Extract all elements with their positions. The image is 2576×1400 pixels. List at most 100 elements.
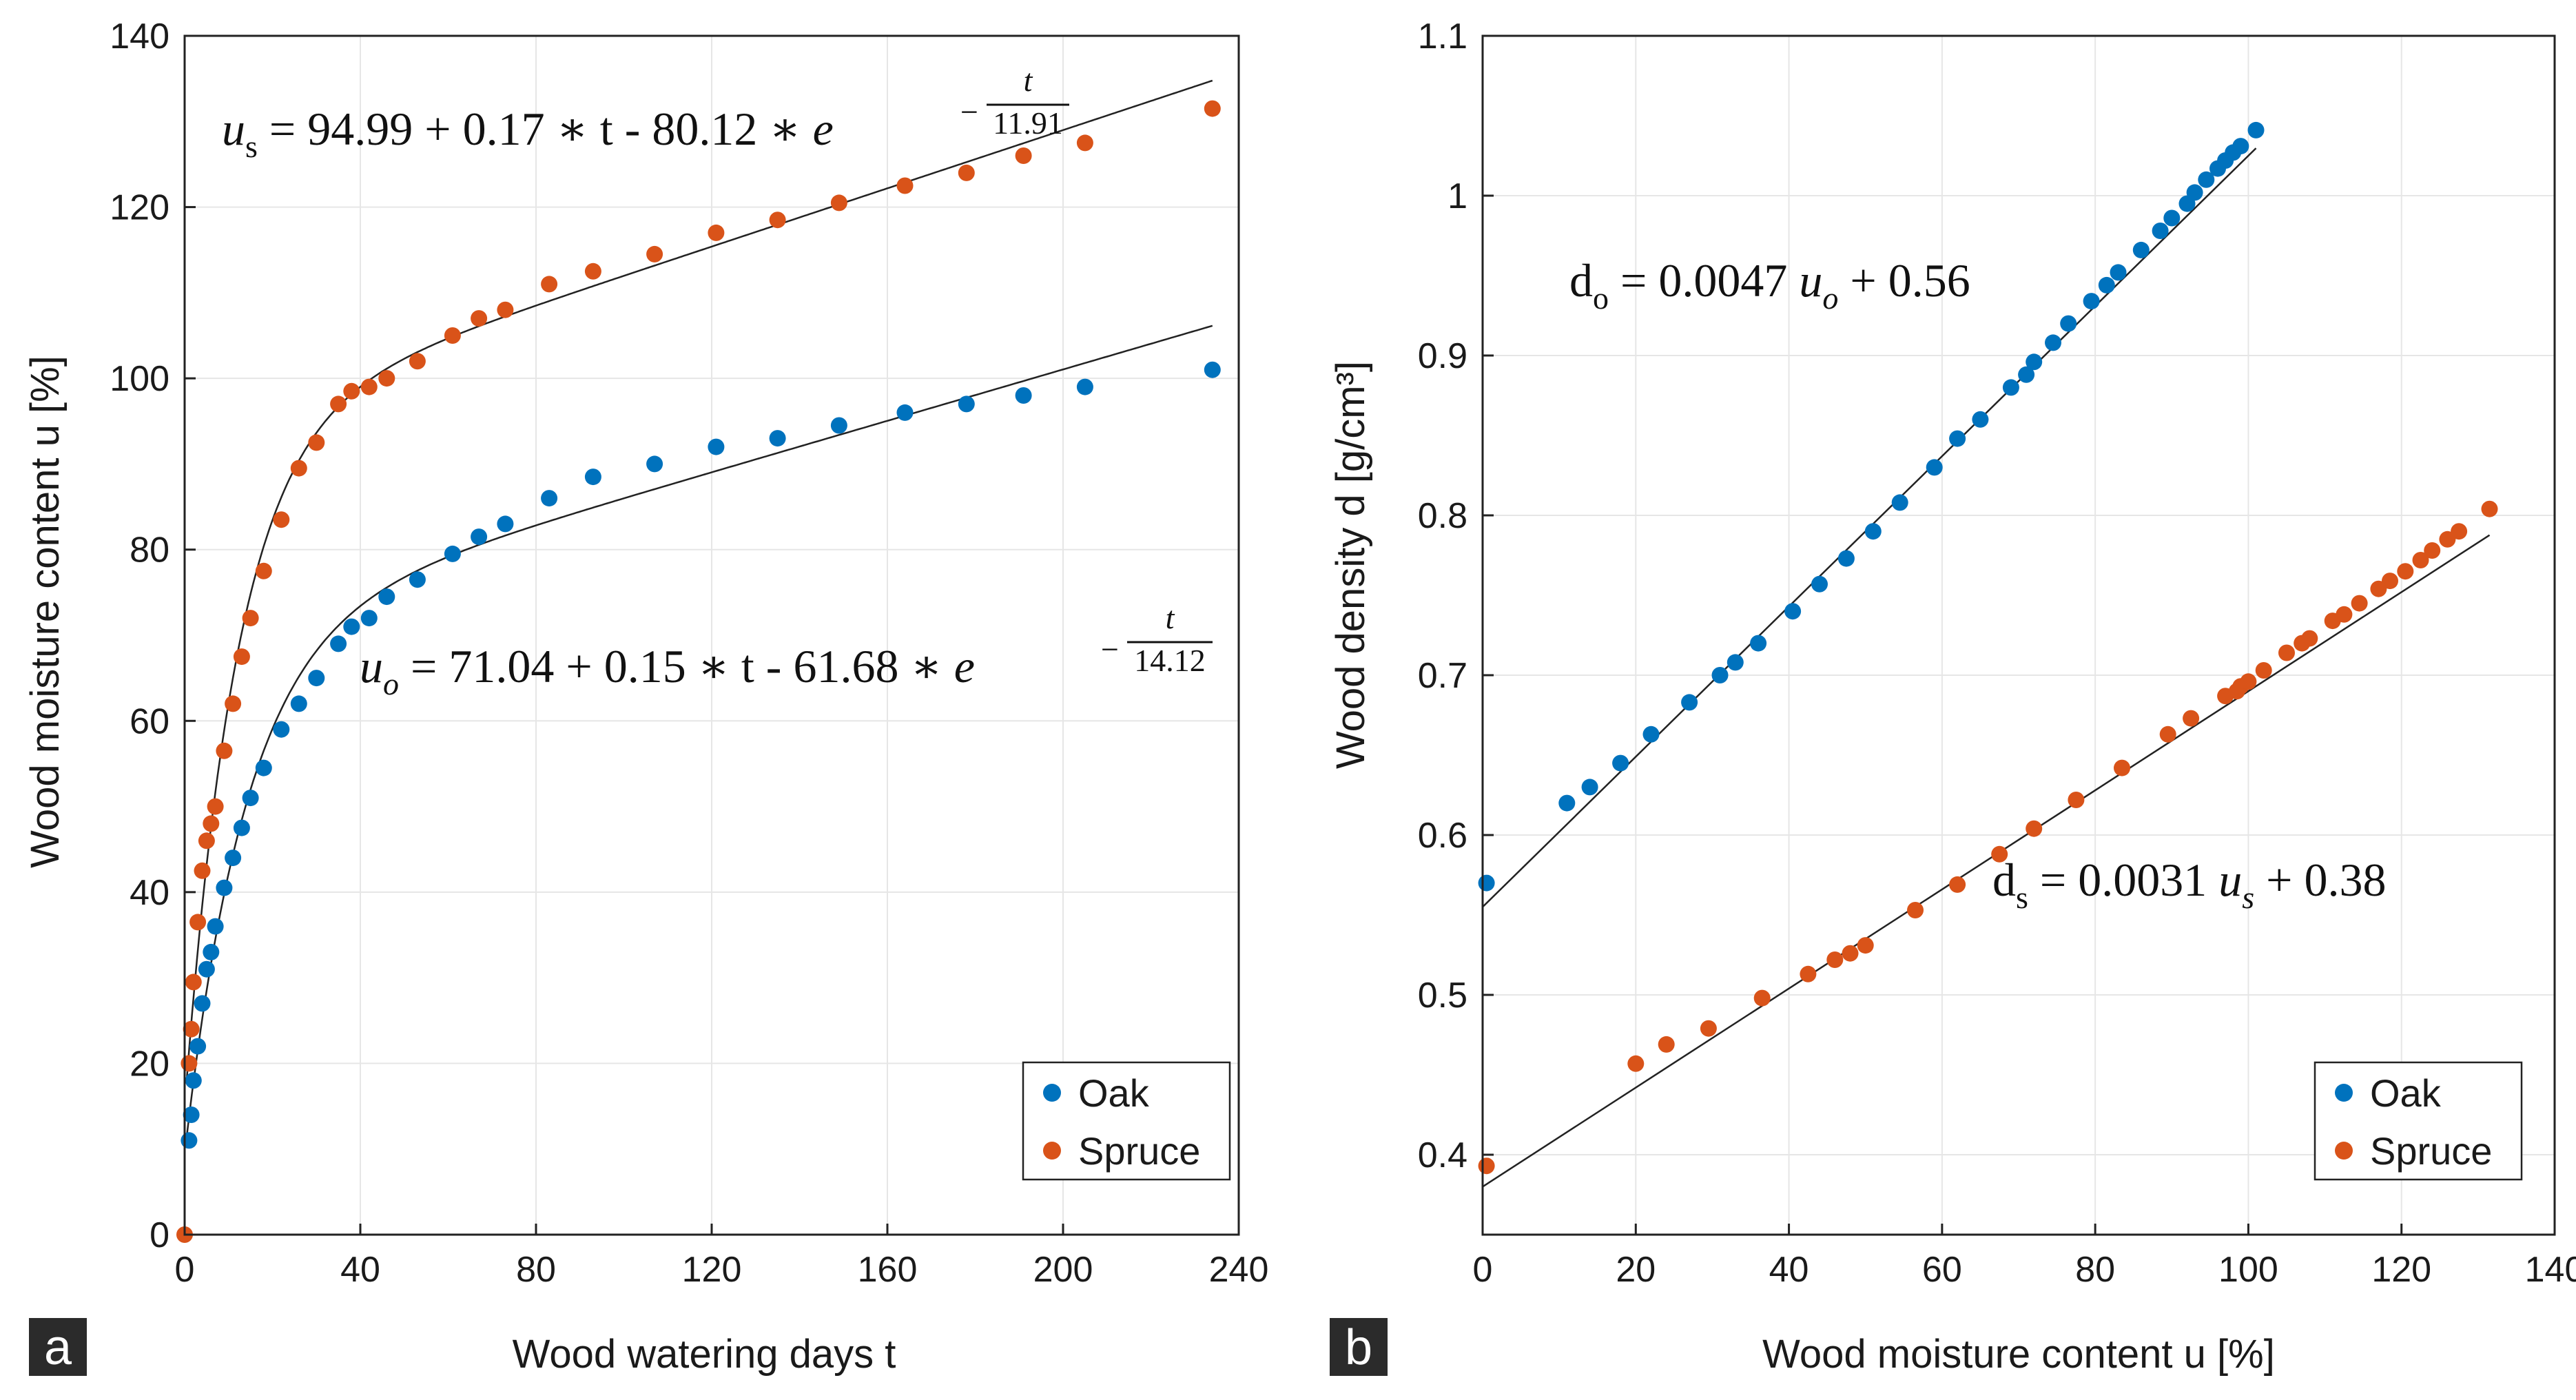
eq-b-o-mid: = 0.0047 xyxy=(1609,254,1799,307)
a-oak-point xyxy=(330,635,347,652)
panel-a-legend-oak-marker xyxy=(1043,1084,1061,1102)
a-oak-point xyxy=(360,610,378,627)
a-spruce-point xyxy=(896,177,914,194)
eq-b-o-usub: o xyxy=(1822,280,1838,316)
b-x-tick-label: 100 xyxy=(2218,1250,2278,1290)
a-y-tick-label: 20 xyxy=(130,1044,169,1084)
panel-b-legend-spruce: Spruce xyxy=(2370,1129,2492,1173)
a-oak-point xyxy=(185,1072,202,1089)
a-x-tick-label: 240 xyxy=(1209,1250,1269,1290)
a-spruce-point xyxy=(541,276,558,293)
b-x-tick-label: 80 xyxy=(2075,1250,2115,1290)
svg-text:do = 0.0047 uo + 0.56: do = 0.0047 uo + 0.56 xyxy=(1569,254,1970,316)
a-spruce-point xyxy=(203,815,220,832)
a-spruce-point xyxy=(233,648,250,666)
a-oak-point xyxy=(343,618,360,635)
a-oak-point xyxy=(830,417,847,434)
a-spruce-point xyxy=(378,370,395,387)
eq-b-o-tail: + 0.56 xyxy=(1838,254,1970,307)
eq-b-s-sub: s xyxy=(2016,880,2028,915)
a-spruce-point xyxy=(471,310,488,327)
b-oak-point xyxy=(2110,264,2127,281)
b-spruce-point xyxy=(1700,1020,1717,1037)
b-spruce-point xyxy=(1753,989,1771,1007)
panel-b-data-points xyxy=(1478,121,2498,1175)
panel-b-legend: Oak Spruce xyxy=(2314,1061,2523,1181)
a-oak-point xyxy=(183,1106,200,1123)
b-oak-point xyxy=(1891,494,1908,511)
a-spruce-point xyxy=(409,353,426,370)
b-y-tick-label: 0.7 xyxy=(1418,656,1467,696)
eq-a-s-e: e xyxy=(813,103,834,155)
b-y-tick-label: 0.8 xyxy=(1418,496,1467,536)
a-spruce-point xyxy=(769,212,786,229)
a-oak-point xyxy=(378,588,395,606)
b-oak-point xyxy=(2060,315,2077,332)
eq-b-s-u: u xyxy=(2218,854,2242,906)
a-oak-point xyxy=(225,850,242,867)
b-y-tick-label: 1 xyxy=(1447,176,1467,216)
b-spruce-point xyxy=(1478,1157,1495,1175)
a-spruce-point xyxy=(290,460,307,477)
a-oak-point xyxy=(497,515,514,533)
eq-a-o-num: t xyxy=(1166,600,1175,635)
b-oak-point xyxy=(2083,293,2100,310)
panel-a-legend: Oak Spruce xyxy=(1022,1061,1231,1181)
a-spruce-point xyxy=(198,832,215,850)
a-oak-point xyxy=(189,1038,207,1055)
eq-b-o-d: d xyxy=(1569,254,1593,307)
b-spruce-point xyxy=(2424,542,2441,559)
b-spruce-point xyxy=(1658,1036,1675,1053)
a-oak-point xyxy=(1204,361,1221,378)
a-spruce-point xyxy=(1015,147,1032,164)
b-oak-point xyxy=(1750,635,1767,652)
b-oak-point xyxy=(2198,171,2215,188)
b-oak-point xyxy=(1837,550,1855,567)
a-spruce-point xyxy=(1076,134,1093,152)
b-x-tick-label: 120 xyxy=(2371,1250,2431,1290)
b-oak-point xyxy=(2026,353,2043,371)
b-oak-point xyxy=(1727,654,1744,671)
b-y-tick-label: 0.9 xyxy=(1418,336,1467,376)
eq-b-s-usub: s xyxy=(2242,880,2254,915)
panel-a-x-tick-labels: 0 40 80 120 160 200 240 xyxy=(175,1250,1269,1290)
panel-a-data-points xyxy=(176,100,1221,1243)
a-spruce-point xyxy=(830,194,847,212)
b-spruce-point xyxy=(2351,595,2368,612)
panel-a-y-tick-labels: 0 20 40 60 80 100 120 140 xyxy=(110,17,169,1255)
b-oak-point xyxy=(2002,379,2019,396)
eq-a-s-minus: − xyxy=(960,94,978,130)
a-spruce-point xyxy=(343,382,360,400)
b-spruce-point xyxy=(1627,1055,1645,1072)
a-oak-point xyxy=(769,430,786,447)
a-oak-point xyxy=(181,1132,198,1149)
b-spruce-point xyxy=(2301,630,2318,647)
a-oak-point xyxy=(1076,378,1093,395)
panel-b-plot-frame xyxy=(1481,34,2556,1236)
eq-a-s-sub: s xyxy=(245,129,258,164)
panel-a-tag-box xyxy=(29,1318,87,1376)
panel-b-legend-oak-marker xyxy=(2335,1084,2353,1102)
panel-b-spruce-equation: ds = 0.0031 us + 0.38 xyxy=(1992,854,2387,915)
eq-a-s-var: u xyxy=(222,103,245,155)
b-spruce-point xyxy=(2397,563,2414,580)
eq-a-s-num: t xyxy=(1024,63,1033,98)
a-y-tick-label: 100 xyxy=(110,359,169,399)
panel-a-tag-label: a xyxy=(44,1320,72,1375)
b-oak-point xyxy=(1864,523,1882,540)
a-oak-point xyxy=(646,455,663,473)
b-oak-point xyxy=(1681,694,1698,711)
a-oak-point xyxy=(290,695,307,712)
b-spruce-point xyxy=(2481,500,2498,517)
panel-a-tag: a xyxy=(29,1318,87,1376)
a-oak-point xyxy=(896,404,914,421)
a-spruce-point xyxy=(708,224,725,241)
b-spruce-point xyxy=(1907,902,1924,918)
a-oak-point xyxy=(958,395,975,413)
a-x-tick-label: 120 xyxy=(682,1250,742,1290)
b-spruce-point xyxy=(2336,606,2353,623)
a-spruce-point xyxy=(194,862,211,879)
panel-a-fit-curves xyxy=(185,79,1213,1136)
a-spruce-point xyxy=(360,378,378,395)
panel-b-legend-box xyxy=(2314,1061,2523,1181)
